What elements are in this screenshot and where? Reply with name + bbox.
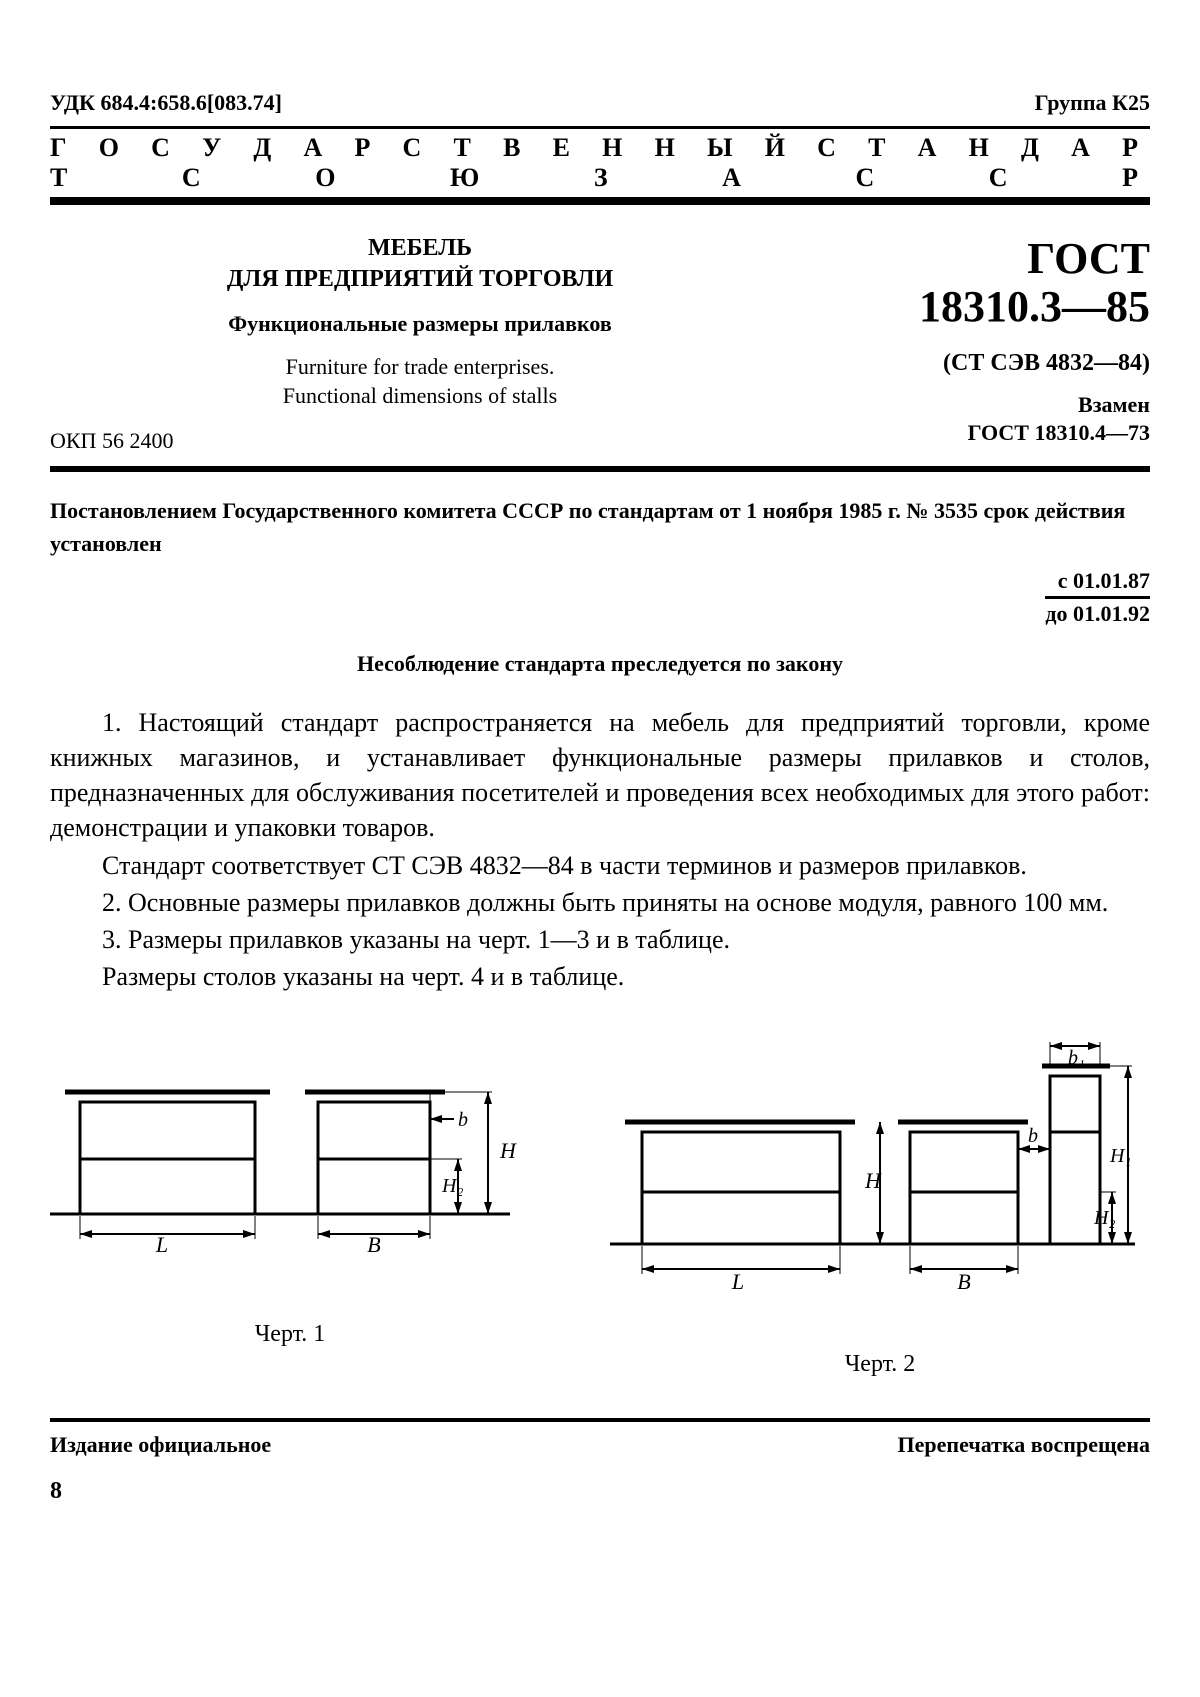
decree-text: Постановлением Государственного комитета…: [50, 494, 1150, 560]
dim-H-2: H: [864, 1168, 882, 1193]
diagram-2: L B H b: [610, 1034, 1150, 1378]
diagram-1-caption: Черт. 1: [50, 1321, 530, 1348]
title-line1: МЕБЕЛЬ: [50, 235, 790, 262]
footer-line: Издание официальное Перепечатка воспреще…: [50, 1418, 1150, 1458]
gost-line1: ГОСТ: [830, 235, 1150, 283]
udk-code: УДК 684.4:658.6[083.74]: [50, 90, 282, 116]
paragraph-1: 1. Настоящий стандарт распространяется н…: [50, 705, 1150, 845]
dim-L2: L: [731, 1269, 744, 1294]
header-left: МЕБЕЛЬ ДЛЯ ПРЕДПРИЯТИЙ ТОРГОВЛИ Функцион…: [50, 235, 830, 454]
subtitle-ru: Функциональные размеры прилавков: [50, 311, 790, 337]
paragraph-5: Размеры столов указаны на черт. 4 и в та…: [50, 959, 1150, 994]
dim-B: B: [367, 1232, 380, 1257]
body-text: 1. Настоящий стандарт распространяется н…: [50, 705, 1150, 994]
document-page: УДК 684.4:658.6[083.74] Группа К25 Г О С…: [0, 60, 1200, 1535]
dim-L: L: [155, 1232, 168, 1257]
dim-b: b: [458, 1109, 468, 1131]
footer-left: Издание официальное: [50, 1432, 271, 1458]
date-until: до 01.01.92: [1045, 596, 1150, 627]
dim-b1: b₁: [1068, 1047, 1085, 1069]
header-right: ГОСТ 18310.3—85 (СТ СЭВ 4832—84) Взамен …: [830, 235, 1150, 454]
subtitle-en-line2: Functional dimensions of stalls: [283, 383, 557, 408]
diagram-1-svg: L B H H₂: [50, 1034, 530, 1304]
title-line2: ДЛЯ ПРЕДПРИЯТИЙ ТОРГОВЛИ: [50, 266, 790, 293]
footer-right: Перепечатка воспрещена: [898, 1432, 1150, 1458]
diagram-2-caption: Черт. 2: [610, 1351, 1150, 1378]
dim-H2-2: H₂: [1093, 1207, 1115, 1229]
st-sev-ref: (СТ СЭВ 4832—84): [830, 350, 1150, 377]
subtitle-en-line1: Furniture for trade enterprises.: [286, 354, 555, 379]
dim-H2: H₂: [441, 1175, 463, 1197]
paragraph-4: 3. Размеры прилавков указаны на черт. 1—…: [50, 922, 1150, 957]
replaces: Взамен ГОСТ 18310.4—73: [830, 391, 1150, 448]
paragraph-3: 2. Основные размеры прилавков должны быт…: [50, 885, 1150, 920]
subtitle-en: Furniture for trade enterprises. Functio…: [50, 353, 790, 410]
page-number: 8: [50, 1478, 1150, 1505]
replaces-line1: Взамен: [1078, 392, 1150, 417]
validity-dates: с 01.01.87 до 01.01.92: [50, 568, 1150, 627]
header-block: МЕБЕЛЬ ДЛЯ ПРЕДПРИЯТИЙ ТОРГОВЛИ Функцион…: [50, 235, 1150, 472]
gost-line2: 18310.3—85: [830, 283, 1150, 331]
dim-b-2: b: [1028, 1125, 1038, 1147]
replaces-line2: ГОСТ 18310.4—73: [968, 420, 1150, 445]
diagrams-row: L B H H₂: [50, 1034, 1150, 1378]
legal-warning: Несоблюдение стандарта преследуется по з…: [50, 651, 1150, 677]
paragraph-2: Стандарт соответствует СТ СЭВ 4832—84 в …: [50, 848, 1150, 883]
top-line: УДК 684.4:658.6[083.74] Группа К25: [50, 90, 1150, 116]
dim-H: H: [499, 1138, 517, 1163]
diagram-1: L B H H₂: [50, 1034, 530, 1378]
date-from: с 01.01.87: [50, 568, 1150, 594]
dim-B2: B: [957, 1269, 970, 1294]
group-code: Группа К25: [1035, 90, 1150, 116]
dim-H1: H₁: [1109, 1145, 1131, 1167]
standard-banner: Г О С У Д А Р С Т В Е Н Н Ы Й С Т А Н Д …: [50, 126, 1150, 205]
diagram-2-svg: L B H b: [610, 1034, 1150, 1334]
okp-code: ОКП 56 2400: [50, 428, 790, 454]
